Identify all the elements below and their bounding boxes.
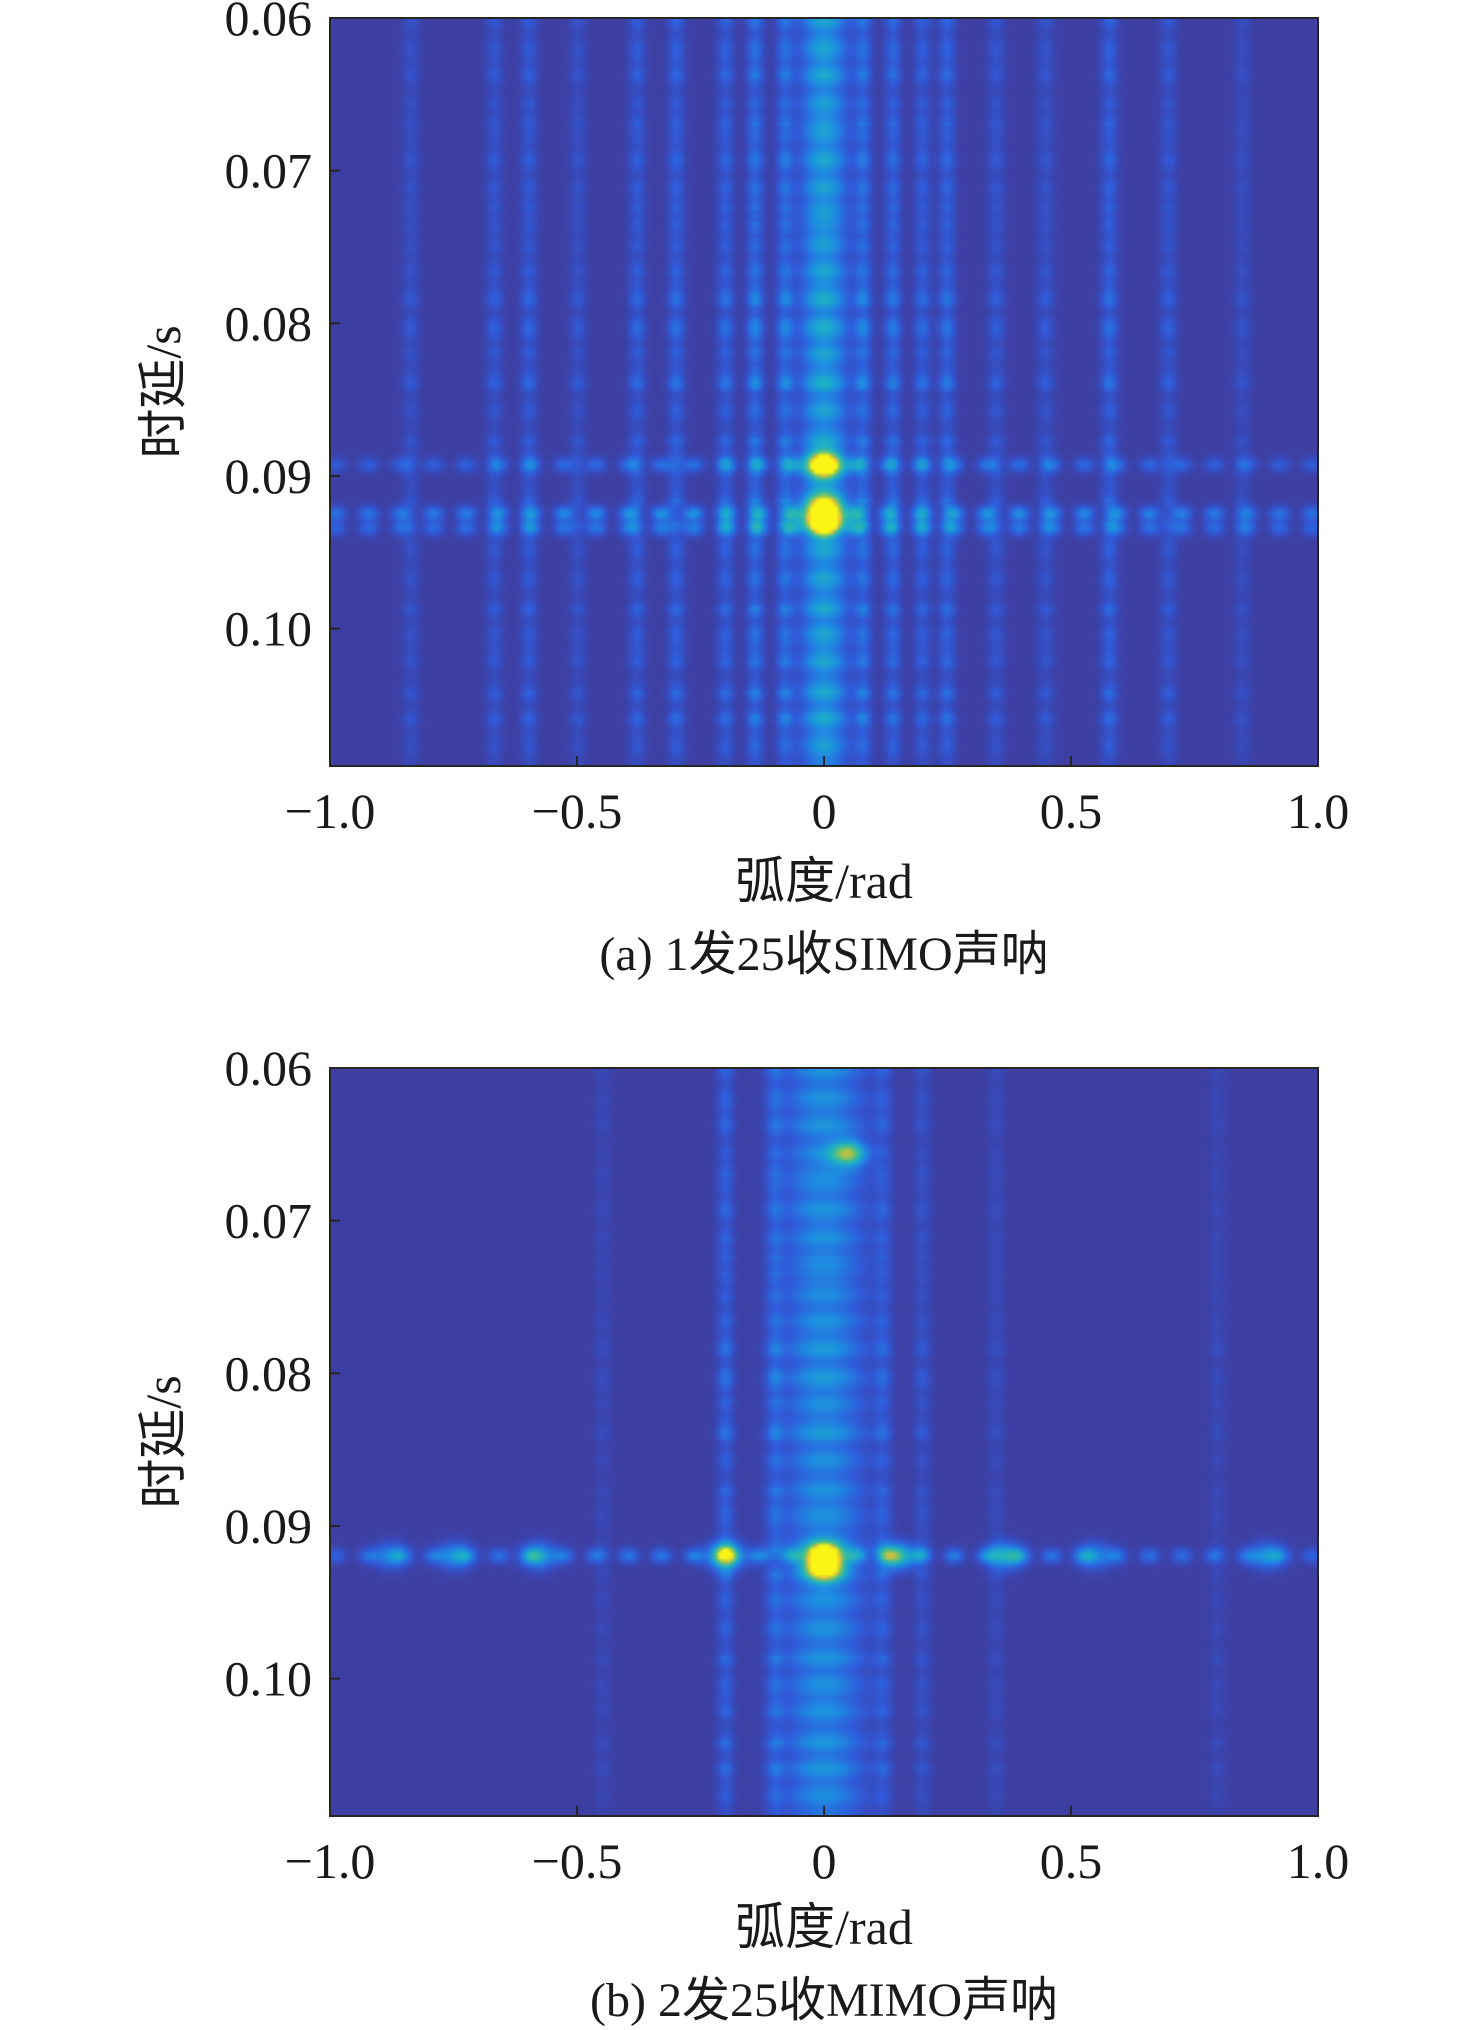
y-tick-label: 0.06 (225, 1040, 313, 1096)
panel-a-xlabel: 弧度/rad (735, 853, 913, 909)
y-tick-label: 0.08 (225, 295, 313, 351)
panel-b-xlabel: 弧度/rad (735, 1899, 913, 1955)
y-tick-label: 0.10 (225, 601, 313, 657)
y-tick-label: 0.09 (225, 1498, 313, 1554)
y-tick-label: 0.08 (225, 1345, 313, 1401)
panel-b-caption: (b) 2发25收MIMO声呐 (590, 1974, 1058, 2027)
y-tick-label: 0.06 (225, 0, 313, 46)
panel-b-ylabel: 时延/s (135, 1375, 191, 1508)
panel-b-ticks: −1.0 −0.5 0 0.5 1.0 0.06 0.07 0.08 0.09 0.10 (225, 1040, 1350, 1889)
x-tick-label: −1.0 (285, 783, 376, 839)
x-tick-label: 1.0 (1287, 783, 1350, 839)
y-tick-label: 0.07 (225, 143, 313, 199)
y-tick-label: 0.07 (225, 1193, 313, 1249)
panel-a-ylabel: 时延/s (135, 325, 191, 458)
panel-a-caption: (a) 1发25收SIMO声呐 (599, 928, 1048, 981)
x-tick-label: −1.0 (285, 1833, 376, 1889)
panel-a: −1.0 −0.5 0 0.5 1.0 0.06 0.07 0.08 0.09 0.10 弧度/r… (135, 0, 1349, 981)
x-tick-label: −0.5 (532, 783, 623, 839)
x-tick-label: 0 (812, 1833, 837, 1889)
y-tick-label: 0.09 (225, 448, 313, 504)
x-tick-label: 0.5 (1040, 783, 1103, 839)
x-tick-label: 0 (812, 783, 837, 839)
x-tick-label: −0.5 (532, 1833, 623, 1889)
panel-a-ticks: −1.0 −0.5 0 0.5 1.0 0.06 0.07 0.08 0.09 0.10 (225, 0, 1350, 839)
x-tick-label: 0.5 (1040, 1833, 1103, 1889)
panel-b: −1.0 −0.5 0 0.5 1.0 0.06 0.07 0.08 0.09 0.10 弧度/r… (135, 1040, 1349, 2027)
panel-a-heatmap (330, 18, 1318, 766)
panel-b-heatmap (330, 1068, 1318, 1816)
x-tick-label: 1.0 (1287, 1833, 1350, 1889)
y-tick-label: 0.10 (225, 1651, 313, 1707)
